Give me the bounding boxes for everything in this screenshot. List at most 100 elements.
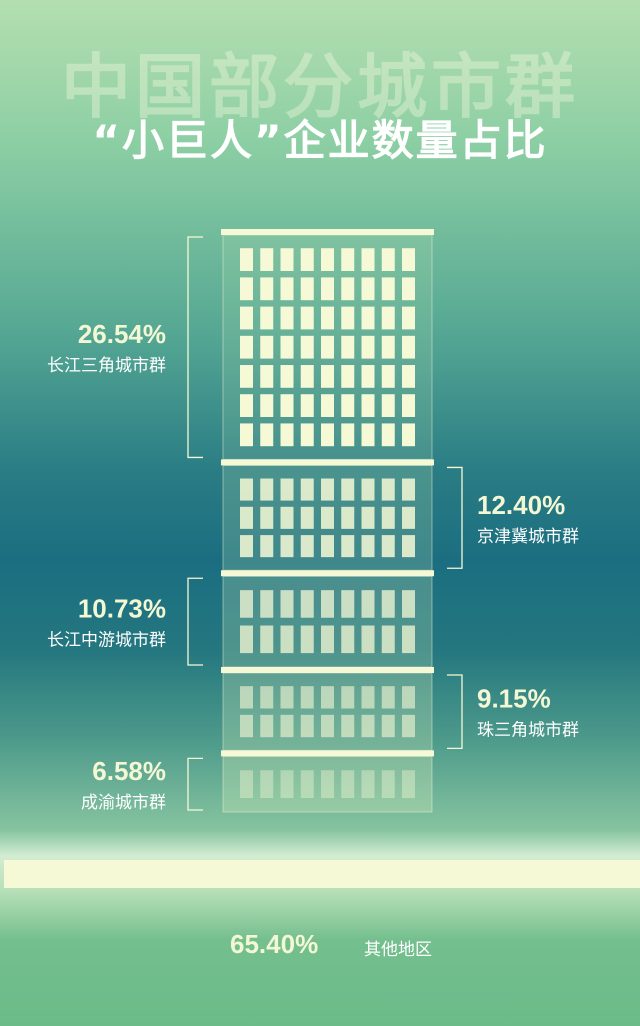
building-window — [361, 506, 375, 529]
building-window — [260, 590, 274, 618]
building-window — [341, 535, 355, 558]
building-window — [341, 506, 355, 529]
building-window — [280, 306, 294, 330]
building-window — [280, 590, 294, 618]
building-window — [381, 686, 395, 709]
building-window — [300, 335, 314, 359]
building-window — [300, 423, 314, 447]
ground-bar — [4, 860, 640, 888]
building-window — [381, 625, 395, 654]
building-window — [240, 686, 253, 709]
floor-slab — [221, 229, 434, 235]
building-window — [381, 590, 395, 618]
category-label: 珠三角城市群 — [477, 721, 579, 741]
building-window — [321, 506, 334, 529]
building-window — [361, 625, 375, 654]
building-window — [240, 423, 253, 447]
building-window — [341, 714, 355, 738]
floor-slab — [221, 666, 434, 673]
building-window — [361, 335, 375, 359]
building-window — [341, 478, 355, 501]
building-window — [240, 535, 253, 558]
building-window — [402, 506, 415, 529]
building-window — [300, 714, 314, 738]
building-window — [260, 506, 274, 529]
building-window — [381, 714, 395, 738]
value-label: 6.58% — [92, 756, 166, 786]
bracket — [447, 674, 463, 750]
building-window — [321, 423, 334, 447]
building-window — [260, 423, 274, 447]
building-window — [240, 248, 253, 271]
building-window — [240, 625, 253, 654]
building-window — [321, 686, 334, 709]
building-window — [321, 306, 334, 330]
building-window — [240, 365, 253, 388]
building-window — [280, 423, 294, 447]
building-window — [361, 365, 375, 388]
building-window — [240, 770, 253, 799]
building-window — [260, 535, 274, 558]
building-window — [402, 770, 415, 799]
building-window — [402, 306, 415, 330]
building-window — [321, 625, 334, 654]
building-window — [300, 365, 314, 388]
building-window — [260, 335, 274, 359]
building-segment — [222, 575, 433, 668]
building-window — [260, 248, 274, 271]
building-window — [300, 535, 314, 558]
building-window — [361, 478, 375, 501]
building-window — [341, 770, 355, 799]
building-window — [341, 365, 355, 388]
building-window — [402, 535, 415, 558]
building-window — [280, 335, 294, 359]
building-window — [402, 394, 415, 417]
building-window — [321, 248, 334, 271]
building-window — [280, 686, 294, 709]
bracket — [447, 466, 463, 569]
building-window — [402, 686, 415, 709]
building-window — [240, 394, 253, 417]
building-window — [341, 394, 355, 417]
building-window — [321, 770, 334, 799]
building-segment — [222, 672, 433, 751]
other-category-label: 其他地区 — [364, 940, 432, 960]
building-window — [341, 423, 355, 447]
building-window — [300, 248, 314, 271]
building-window — [300, 625, 314, 654]
building-window — [321, 590, 334, 618]
category-label: 长江中游城市群 — [47, 631, 166, 651]
building-window — [300, 506, 314, 529]
building-window — [260, 625, 274, 654]
building-window — [381, 478, 395, 501]
building-window — [260, 714, 274, 738]
floor-slab — [221, 459, 434, 466]
building-window — [402, 714, 415, 738]
building-window — [280, 535, 294, 558]
building-window — [300, 277, 314, 301]
building-window — [341, 686, 355, 709]
building-window — [381, 423, 395, 447]
building-segment — [222, 755, 433, 813]
building-window — [260, 770, 274, 799]
value-label: 12.40% — [477, 490, 565, 520]
building-window — [240, 590, 253, 618]
building-window — [402, 625, 415, 654]
building-window — [381, 394, 395, 417]
building-window — [381, 248, 395, 271]
building-window — [260, 394, 274, 417]
bracket — [187, 757, 203, 811]
building-window — [361, 423, 375, 447]
other-value-label: 65.40% — [230, 929, 319, 959]
building-window — [402, 335, 415, 359]
building-window — [402, 590, 415, 618]
floor-slab — [221, 570, 434, 577]
building-window — [280, 277, 294, 301]
building-window — [361, 394, 375, 417]
building-window — [280, 770, 294, 799]
building-window — [341, 625, 355, 654]
building-window — [402, 365, 415, 388]
building-window — [321, 478, 334, 501]
building-window — [341, 248, 355, 271]
building-window — [280, 365, 294, 388]
